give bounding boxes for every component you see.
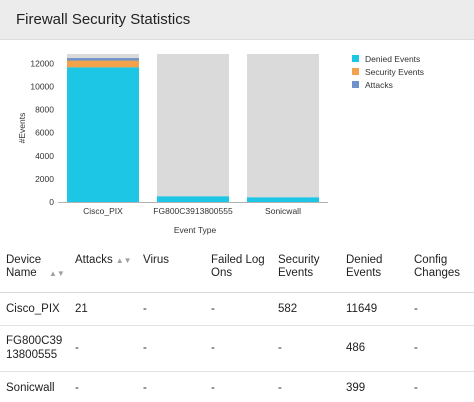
x-tick-label: Cisco_PIX [83, 206, 123, 216]
cell-virus: - [143, 382, 147, 395]
firewall-chart: 0 2000 4000 6000 8000 10000 12000 #Events Cisco_… [0, 40, 474, 240]
legend-label: Attacks [365, 80, 393, 90]
table-row[interactable]: FG800C3913800555 - - - - 486 - [0, 325, 474, 372]
cell-config-changes: - [414, 382, 418, 395]
table-row[interactable]: Sonicwall - - - - 399 - [0, 371, 474, 402]
column-header-failed-log-ons[interactable]: Failed Log Ons [205, 246, 272, 293]
cell-denied-events: 399 [346, 382, 366, 395]
device-name-text: FG800C3913800555 [6, 335, 63, 361]
cell-security-events: - [278, 382, 282, 395]
cell-failed-log-ons: - [205, 292, 272, 326]
legend-swatch [352, 81, 359, 88]
cell-config-changes: - [408, 292, 474, 326]
cell-security-events: - [272, 325, 340, 372]
x-tick-label: Sonicwall [265, 206, 301, 216]
cell-device-name: Cisco_PIX [0, 292, 69, 326]
table-header-row: Device Name ▲▼ Attacks ▲▼ Virus Failed Log… [0, 246, 474, 293]
y-tick-label: 6000 [35, 128, 54, 138]
legend-swatch [352, 68, 359, 75]
bar-security-events [67, 60, 139, 68]
table-row[interactable]: Cisco_PIX 21 - - 582 11649 - [0, 292, 474, 326]
page-header: Firewall Security Statistics [0, 0, 474, 40]
cell-security-events: 582 [272, 292, 340, 326]
cell-denied-events: 486 [340, 325, 408, 372]
bar-background [157, 54, 229, 202]
cell-attacks: - [69, 325, 137, 372]
column-header-denied-events[interactable]: Denied Events [340, 246, 408, 293]
y-axis-label: #Events [17, 113, 27, 144]
legend-label: Security Events [365, 67, 424, 77]
bar-attacks [67, 58, 139, 61]
legend-label: Denied Events [365, 54, 420, 64]
cell-attacks: 21 [69, 292, 137, 326]
cell-failed-log-ons: - [211, 382, 215, 395]
cell-device-name: Sonicwall [6, 382, 55, 395]
column-header-device-name[interactable]: Device Name ▲▼ [0, 246, 69, 293]
legend-swatch [352, 55, 359, 62]
y-tick-label: 0 [49, 197, 54, 207]
cell-virus: - [137, 292, 205, 326]
y-tick-label: 2000 [35, 174, 54, 184]
cell-attacks: - [75, 382, 79, 395]
bar-background [247, 54, 319, 202]
y-tick-label: 12000 [30, 58, 54, 68]
cell-denied-events: 11649 [340, 292, 408, 326]
y-tick-label: 8000 [35, 105, 54, 115]
column-header-attacks[interactable]: Attacks ▲▼ [69, 246, 137, 293]
cell-config-changes: - [408, 325, 474, 372]
column-header-label: Attacks [75, 254, 113, 266]
page-title: Firewall Security Statistics [16, 11, 191, 28]
y-tick-label: 10000 [30, 81, 54, 91]
firewall-stats-table: Device Name ▲▼ Attacks ▲▼ Virus Failed Log… [0, 246, 474, 402]
sort-icon[interactable]: ▲▼ [49, 269, 65, 278]
bar-denied-events [247, 197, 319, 202]
y-tick-label: 4000 [35, 151, 54, 161]
x-tick-label: FG800C3913800555 [153, 206, 233, 216]
bar-denied-events [157, 196, 229, 202]
bar-denied-events [67, 67, 139, 202]
cell-device-name: FG800C3913800555 [0, 325, 69, 372]
column-header-config-changes[interactable]: Config Changes [408, 246, 474, 293]
column-header-security-events[interactable]: Security Events [272, 246, 340, 293]
x-axis-label: Event Type [174, 225, 217, 235]
column-header-label: Device Name [6, 254, 42, 279]
sort-icon[interactable]: ▲▼ [115, 256, 132, 265]
cell-virus: - [137, 325, 205, 372]
stacked-bar-chart: 0 2000 4000 6000 8000 10000 12000 #Events Cisco_… [17, 54, 424, 235]
cell-failed-log-ons: - [205, 325, 272, 372]
column-header-virus[interactable]: Virus [137, 246, 205, 293]
